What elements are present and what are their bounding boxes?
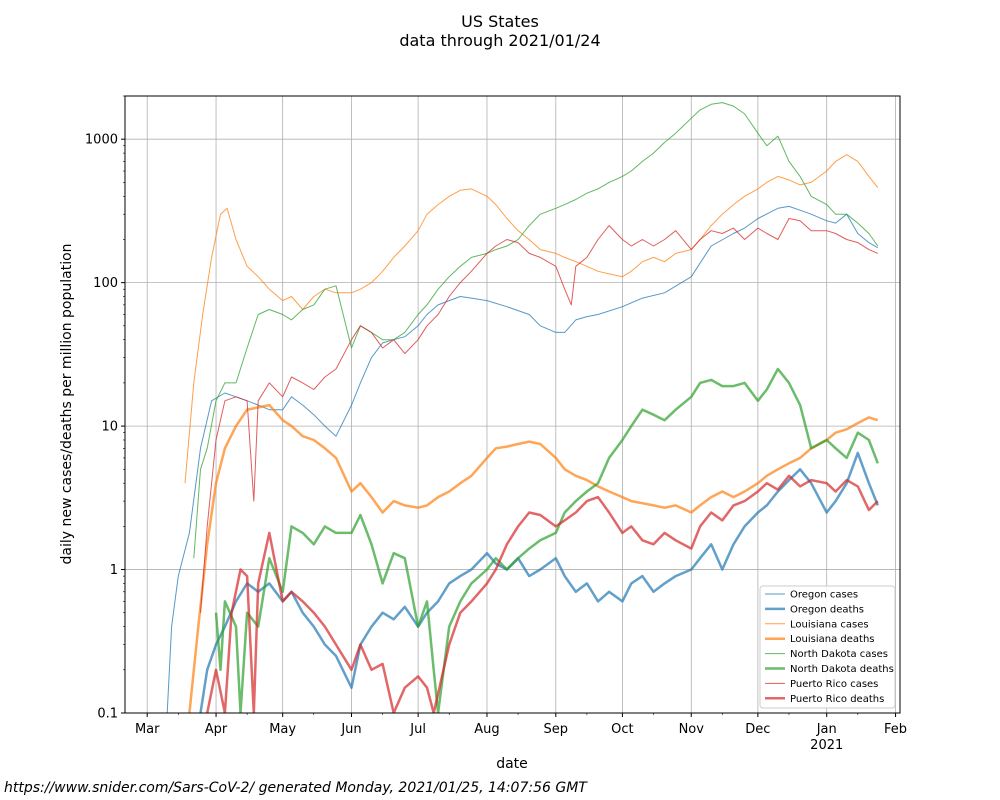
series-line-north-dakota-deaths	[214, 367, 879, 713]
plot-series	[166, 102, 879, 713]
y-axis: 0.1 1 10 100 1000	[85, 95, 125, 722]
x-tick-label: Aug	[474, 722, 499, 737]
x-tick-label: Nov	[679, 722, 705, 737]
x-tick-label: Apr	[205, 722, 228, 737]
series-line-puerto-rico-cases	[200, 218, 878, 613]
y-axis-label: daily new cases/deaths per million popul…	[59, 243, 75, 564]
legend-label: North Dakota deaths	[790, 664, 894, 675]
x-tick-label: Mar	[135, 722, 160, 737]
legend-box	[759, 585, 896, 709]
x-tick-label: May	[269, 722, 296, 737]
x-axis: Mar Apr May Jun Jul Aug Sep Oct Nov Dec Jan Feb	[135, 713, 907, 737]
footer-source-note: https://www.snider.com/Sars-CoV-2/ gener…	[4, 780, 587, 796]
legend-label: North Dakota cases	[790, 649, 888, 660]
legend: Oregon cases Oregon deaths Louisiana cases…	[759, 585, 896, 709]
series-line-louisiana-deaths	[188, 403, 879, 713]
legend-label: Puerto Rico deaths	[790, 694, 884, 705]
chart-title: US States	[461, 12, 539, 31]
legend-label: Louisiana deaths	[790, 634, 875, 645]
series-line-louisiana-cases	[184, 154, 879, 484]
chart-subtitle: data through 2021/01/24	[399, 31, 600, 50]
year-label: 2021	[810, 738, 843, 753]
x-tick-label: Jul	[409, 722, 426, 737]
y-tick-label: 100	[93, 276, 118, 291]
legend-label: Puerto Rico cases	[790, 679, 878, 690]
x-axis-label: date	[496, 756, 528, 772]
x-tick-label: Feb	[884, 722, 907, 737]
legend-label: Oregon deaths	[790, 604, 864, 615]
x-tick-label: Dec	[745, 722, 770, 737]
x-tick-label: Oct	[611, 722, 633, 737]
series-line-oregon-deaths	[199, 451, 879, 713]
plot-frame	[124, 95, 901, 714]
series-line-puerto-rico-deaths	[205, 474, 879, 713]
series-line-north-dakota-cases	[193, 102, 879, 559]
y-tick-label: 1	[110, 563, 118, 578]
y-tick-label: 1000	[85, 133, 118, 148]
legend-label: Louisiana cases	[790, 619, 869, 630]
x-tick-label: Jun	[340, 722, 361, 737]
x-tick-label: Sep	[544, 722, 569, 737]
x-tick-label: Jan	[816, 722, 837, 737]
y-tick-label: 0.1	[97, 707, 118, 722]
y-tick-label: 10	[101, 420, 118, 435]
legend-label: Oregon cases	[790, 590, 858, 601]
grid	[125, 96, 900, 714]
